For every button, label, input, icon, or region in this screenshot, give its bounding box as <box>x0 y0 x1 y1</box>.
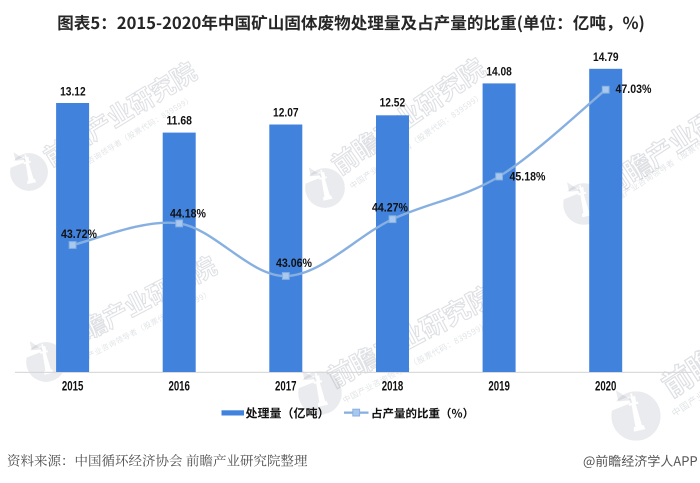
svg-text:14.79: 14.79 <box>593 50 619 64</box>
svg-text:43.06%: 43.06% <box>276 256 312 270</box>
svg-text:14.08: 14.08 <box>486 65 512 79</box>
svg-text:2016: 2016 <box>168 378 190 394</box>
svg-text:2019: 2019 <box>488 378 510 394</box>
svg-text:13.12: 13.12 <box>60 85 86 99</box>
svg-text:12.07: 12.07 <box>273 106 299 120</box>
svg-text:11.68: 11.68 <box>166 114 192 128</box>
svg-text:45.18%: 45.18% <box>510 170 546 184</box>
svg-text:44.27%: 44.27% <box>372 201 408 215</box>
svg-text:2020: 2020 <box>595 378 617 394</box>
svg-text:2015: 2015 <box>62 378 84 394</box>
svg-text:44.18%: 44.18% <box>170 207 206 221</box>
svg-text:2017: 2017 <box>275 378 297 394</box>
svg-text:47.03%: 47.03% <box>616 82 652 96</box>
svg-text:12.52: 12.52 <box>380 96 406 110</box>
svg-text:43.72%: 43.72% <box>61 227 97 241</box>
svg-text:2018: 2018 <box>382 378 404 394</box>
